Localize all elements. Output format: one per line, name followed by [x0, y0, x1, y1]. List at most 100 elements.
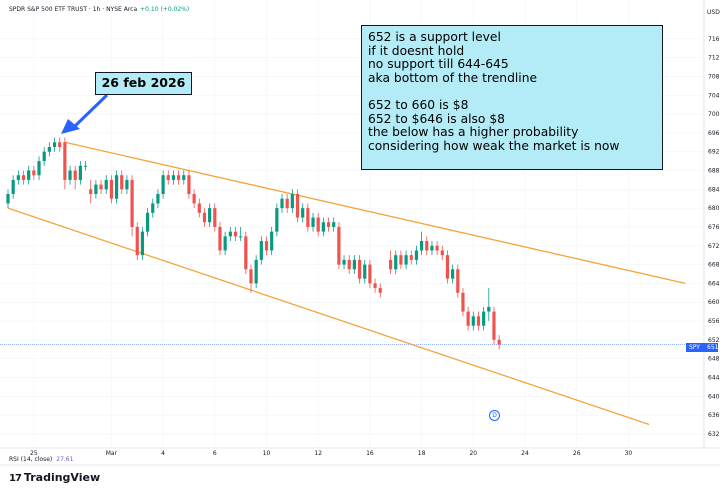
y-axis-ticks: 632.0 636.0 640.0 644.0 648.0 652.0 656.0 660.0… — [708, 36, 720, 438]
y-tick-label: 652.0 — [708, 337, 720, 344]
y-tick-label: 644.0 — [708, 374, 720, 381]
candle-body — [306, 208, 310, 227]
x-tick-label: 4 — [161, 450, 165, 457]
candle-body — [42, 151, 46, 162]
candle-body — [125, 179, 129, 190]
candle-body — [140, 231, 145, 256]
y-tick-label: 648.0 — [708, 356, 720, 363]
y-tick-label: 664.0 — [708, 280, 720, 287]
y-tick-label: 684.0 — [708, 186, 720, 193]
y-tick-label: 700.0 — [708, 111, 720, 118]
candle-body — [394, 255, 398, 270]
candle-body — [254, 259, 258, 284]
x-tick-label: 25 — [30, 450, 38, 457]
candle-body — [471, 316, 475, 326]
candle-body — [89, 189, 93, 195]
candle-body — [99, 184, 103, 190]
y-tick-label: 704.0 — [708, 92, 720, 99]
tradingview-mark-icon: 17 — [9, 473, 22, 484]
candle-body — [83, 165, 88, 167]
y-tick-label: 712.0 — [708, 55, 720, 62]
candle-body — [145, 212, 150, 232]
candle-body — [177, 175, 181, 180]
y-tick-label: 680.0 — [708, 205, 720, 212]
candle-body — [187, 175, 191, 195]
candle-body — [420, 241, 424, 251]
candle-body — [425, 241, 429, 251]
candle-body — [451, 269, 455, 279]
y-tick-label: 640.0 — [708, 393, 720, 400]
candle-body — [295, 194, 300, 218]
trendline-lower — [7, 207, 650, 426]
candle-body — [342, 259, 346, 265]
y-tick-label: 656.0 — [708, 318, 720, 325]
dividend-badge[interactable]: D — [489, 410, 500, 421]
candle-body — [487, 306, 491, 312]
candle-body — [440, 250, 444, 256]
callout-arrow — [61, 93, 109, 134]
candle-body — [316, 217, 320, 232]
candle-body — [6, 194, 10, 204]
candle-body — [347, 259, 351, 270]
indicator-label: RSI (14, close) — [9, 456, 53, 463]
indicator-legend[interactable]: RSI (14, close) 27.61 — [9, 456, 73, 463]
candle-body — [161, 175, 165, 195]
candle-body — [301, 208, 305, 218]
chart-axis — [0, 0, 720, 466]
annotation-line: no support till 644-645 — [368, 57, 509, 72]
x-tick-label: 20 — [469, 450, 477, 457]
candle-body — [321, 222, 325, 232]
x-tick-label: 12 — [314, 450, 322, 457]
symbol-line: SPDR S&P 500 ETF TRUST · 1h · NYSE Arca — [9, 6, 138, 13]
price-tag: SPY 651 — [686, 343, 718, 352]
candle-body — [47, 146, 51, 152]
candle-body — [264, 241, 269, 251]
x-tick-label: Mar — [106, 450, 118, 457]
indicator-value: 27.61 — [56, 456, 74, 463]
y-tick-label: 676.0 — [708, 224, 720, 231]
candle-body — [285, 198, 289, 209]
annotation-line: considering how weak the market is now — [368, 138, 620, 153]
candle-body — [332, 222, 336, 227]
candle-body — [249, 269, 253, 284]
candle-body — [456, 269, 460, 293]
y-tick-label: 688.0 — [708, 168, 720, 175]
x-tick-label: 30 — [625, 450, 633, 457]
candle-body — [32, 170, 36, 176]
annotation-line: 652 to 660 is $8 — [368, 97, 469, 112]
candle-body — [208, 208, 212, 223]
candle-body — [435, 245, 439, 251]
candle-body — [58, 142, 62, 147]
candle-body — [73, 170, 77, 180]
y-tick-label: 672.0 — [708, 243, 720, 250]
candle-body — [202, 212, 207, 223]
candle-body — [223, 236, 227, 251]
candle-body — [270, 231, 274, 251]
candle-body — [280, 198, 284, 209]
candle-body — [156, 194, 160, 204]
candle-body — [233, 231, 238, 237]
date-callout[interactable]: 26 feb 2026 — [95, 72, 192, 95]
annotation-note[interactable]: 652 is a support level if it doesnt hold n… — [361, 25, 663, 170]
candle-body — [290, 194, 294, 209]
currency-label[interactable]: USD — [707, 9, 720, 16]
candle-body — [259, 241, 263, 260]
candle-body — [114, 175, 119, 199]
candle-body — [104, 179, 108, 190]
candle-body — [27, 170, 31, 180]
candle-body — [275, 208, 279, 232]
candle-body — [171, 175, 176, 180]
candle-body — [239, 236, 243, 238]
candle-body — [414, 250, 419, 260]
candle-body — [492, 311, 496, 340]
candle-body — [244, 236, 248, 270]
candle-body — [378, 288, 382, 293]
candle-body — [461, 292, 465, 312]
candle-body — [363, 264, 367, 279]
x-tick-label: 16 — [366, 450, 374, 457]
x-tick-label: 6 — [213, 450, 217, 457]
trendline-upper — [64, 141, 686, 285]
y-tick-label: 708.0 — [708, 73, 720, 80]
tradingview-logo[interactable]: 17 TradingView — [9, 471, 100, 484]
